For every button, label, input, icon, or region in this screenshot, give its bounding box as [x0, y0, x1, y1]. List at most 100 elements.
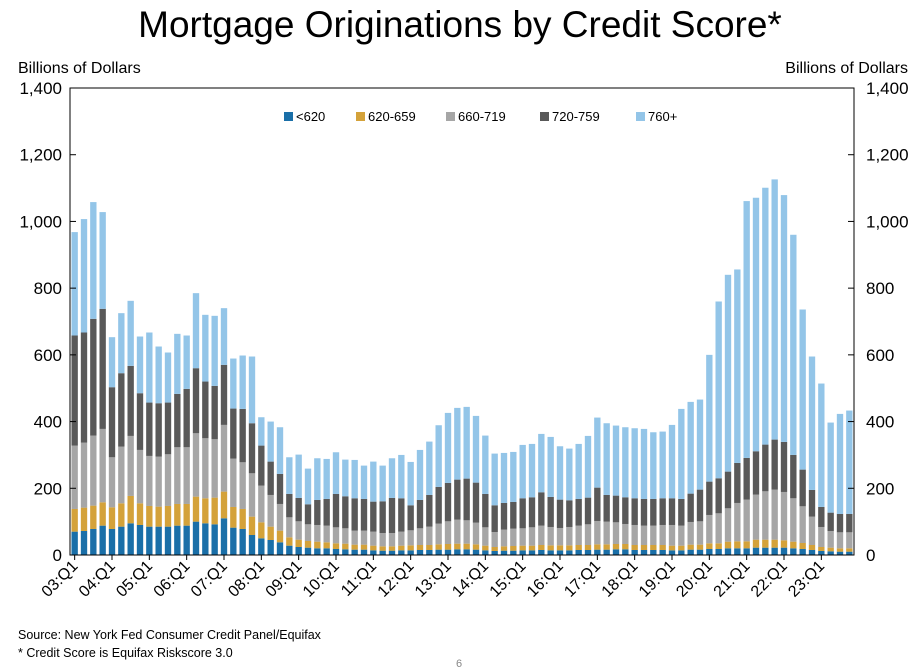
bar-segment-09:Q2-s4 [304, 468, 312, 505]
bar-segment-07:Q3-s4 [239, 355, 246, 409]
bar-segment-08:Q4-s3 [286, 493, 293, 518]
bar-segment-05:Q2-s1 [155, 506, 162, 527]
bar-segment-06:Q4-s1 [211, 497, 218, 525]
legend-swatch [356, 112, 365, 121]
bar-segment-23:Q1-s1 [818, 546, 825, 551]
bar-segment-17:Q3-s3 [612, 495, 620, 523]
bar-segment-10:Q1-s0 [332, 549, 340, 555]
x-tick-label: 10:Q1 [300, 558, 343, 601]
bar-segment-19:Q2-s2 [678, 525, 685, 546]
bar-segment-19:Q1-s3 [668, 498, 676, 525]
bar-segment-11:Q2-s3 [379, 501, 386, 533]
bar-segment-07:Q4-s0 [248, 534, 256, 555]
bar-segment-09:Q2-s3 [304, 504, 312, 525]
bar-segment-18:Q4-s1 [659, 544, 666, 550]
bar-segment-03:Q4-s0 [99, 525, 106, 555]
bar-segment-09:Q3-s1 [314, 541, 321, 549]
bar-segment-16:Q4-s4 [584, 435, 592, 498]
left-tick-label: 1,400 [19, 79, 62, 98]
bar-segment-04:Q1-s2 [108, 457, 116, 508]
bar-segment-08:Q1-s4 [258, 417, 265, 446]
bar-segment-14:Q1-s4 [482, 435, 489, 494]
bar-segment-16:Q2-s1 [566, 545, 573, 551]
bar-segment-21:Q4-s1 [771, 539, 778, 548]
bar-segment-12:Q2-s2 [416, 528, 424, 545]
bar-segment-14:Q2-s2 [491, 531, 498, 547]
bar-segment-16:Q1-s1 [556, 545, 564, 551]
bar-segment-06:Q1-s3 [183, 388, 190, 448]
bar-segment-23:Q1-s0 [818, 551, 825, 555]
bar-segment-04:Q4-s1 [136, 503, 144, 525]
bar-segment-16:Q2-s0 [566, 550, 573, 555]
bar-segment-06:Q4-s4 [211, 315, 218, 386]
bar-segment-19:Q3-s0 [687, 549, 694, 555]
legend: <620 620-659 660-719 720-759 760+ [284, 109, 677, 124]
bar-segment-09:Q4-s1 [323, 542, 330, 549]
bar-segment-11:Q2-s4 [379, 465, 386, 502]
bar-segment-10:Q1-s4 [332, 452, 340, 494]
x-tick-label: 16:Q1 [524, 558, 567, 601]
bar-segment-13:Q3-s2 [463, 520, 470, 544]
bar-segment-06:Q2-s2 [192, 433, 200, 497]
bar-segment-23:Q3-s0 [836, 551, 844, 555]
bar-segment-20:Q3-s3 [724, 471, 732, 509]
bar-segment-07:Q3-s2 [239, 462, 246, 509]
bar-segment-05:Q1-s3 [146, 402, 153, 456]
bar-segment-20:Q1-s0 [706, 549, 713, 555]
bar-segment-08:Q1-s0 [258, 538, 265, 555]
bar-segment-03:Q3-s4 [90, 202, 97, 319]
bar-segment-03:Q4-s4 [99, 212, 106, 309]
bar-segment-17:Q3-s4 [612, 425, 620, 496]
bar-segment-14:Q2-s0 [491, 551, 498, 555]
bar-segment-18:Q2-s1 [640, 544, 648, 550]
bar-segment-11:Q1-s3 [370, 501, 377, 532]
bar-segment-05:Q2-s0 [155, 526, 162, 555]
bar-segment-04:Q3-s1 [127, 495, 134, 524]
bar-segment-06:Q1-s1 [183, 503, 190, 526]
bar-segment-05:Q2-s4 [155, 346, 162, 404]
bar-segment-21:Q4-s2 [771, 489, 778, 540]
bar-segment-21:Q4-s0 [771, 547, 778, 555]
legend-label: 760+ [648, 109, 677, 124]
bar-segment-22:Q4-s1 [808, 544, 816, 550]
bar-segment-10:Q1-s1 [332, 543, 340, 549]
bar-segment-23:Q4-s1 [846, 548, 853, 552]
bar-segment-19:Q3-s2 [687, 521, 694, 545]
bar-segment-18:Q4-s3 [659, 498, 666, 525]
bar-segment-06:Q1-s2 [183, 447, 190, 504]
bar-segment-08:Q4-s4 [286, 457, 293, 494]
bar-segment-14:Q1-s3 [482, 493, 489, 528]
page-number: 6 [456, 658, 463, 670]
credit-score-footnote: * Credit Score is Equifax Riskscore 3.0 [18, 646, 233, 660]
bar-segment-07:Q1-s4 [220, 308, 228, 365]
bar-segment-20:Q4-s3 [734, 462, 741, 503]
bar-segment-17:Q2-s1 [603, 544, 610, 550]
bar-segment-20:Q2-s3 [715, 478, 722, 514]
left-tick-label: 200 [34, 479, 62, 498]
bar-segment-16:Q1-s4 [556, 446, 564, 500]
bar-segment-15:Q3-s4 [538, 433, 545, 493]
bar-segment-22:Q2-s3 [790, 454, 797, 499]
bar-segment-16:Q3-s1 [575, 544, 582, 550]
bar-segment-22:Q1-s3 [780, 441, 788, 492]
bar-segment-19:Q4-s4 [696, 399, 704, 490]
bar-segment-11:Q2-s2 [379, 532, 386, 547]
bar-segment-23:Q2-s4 [827, 422, 834, 513]
bar-segment-05:Q2-s3 [155, 403, 162, 457]
bar-segment-15:Q1-s1 [519, 545, 526, 551]
bar-segment-20:Q3-s4 [724, 274, 732, 472]
bar-segment-23:Q4-s2 [846, 532, 853, 549]
bar-segment-16:Q4-s0 [584, 550, 592, 555]
bar-segment-18:Q1-s1 [631, 544, 638, 550]
bar-segment-12:Q3-s1 [426, 544, 433, 550]
left-tick-label: 800 [34, 279, 62, 298]
bar-segment-04:Q2-s3 [118, 373, 125, 447]
x-tick-label: 19:Q1 [636, 558, 679, 601]
bar-segment-14:Q4-s2 [510, 528, 517, 546]
right-tick-label: 0 [866, 546, 875, 565]
bar-segment-21:Q3-s3 [762, 444, 769, 492]
bar-segment-20:Q4-s1 [734, 541, 741, 549]
bar-segment-23:Q3-s2 [836, 532, 844, 549]
bar-segment-21:Q1-s4 [743, 201, 750, 458]
bar-segment-03:Q4-s1 [99, 502, 106, 526]
